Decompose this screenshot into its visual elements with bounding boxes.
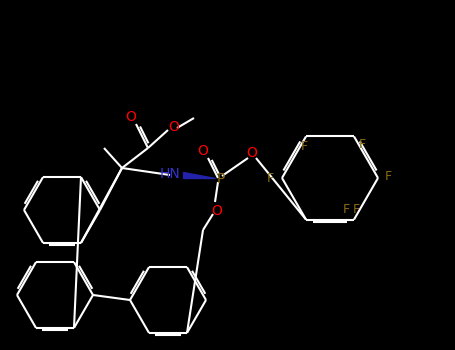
Polygon shape [183, 172, 215, 178]
Text: F: F [343, 203, 349, 216]
Text: O: O [197, 144, 208, 158]
Text: O: O [126, 110, 136, 124]
Text: O: O [247, 146, 258, 160]
Text: F: F [359, 138, 365, 151]
Text: F: F [267, 172, 273, 184]
Text: HN: HN [159, 167, 180, 181]
Text: O: O [212, 204, 222, 218]
Text: F: F [353, 203, 359, 216]
Text: F: F [384, 169, 392, 182]
Text: O: O [168, 120, 179, 134]
Text: P: P [217, 172, 225, 186]
Text: F: F [300, 140, 308, 153]
